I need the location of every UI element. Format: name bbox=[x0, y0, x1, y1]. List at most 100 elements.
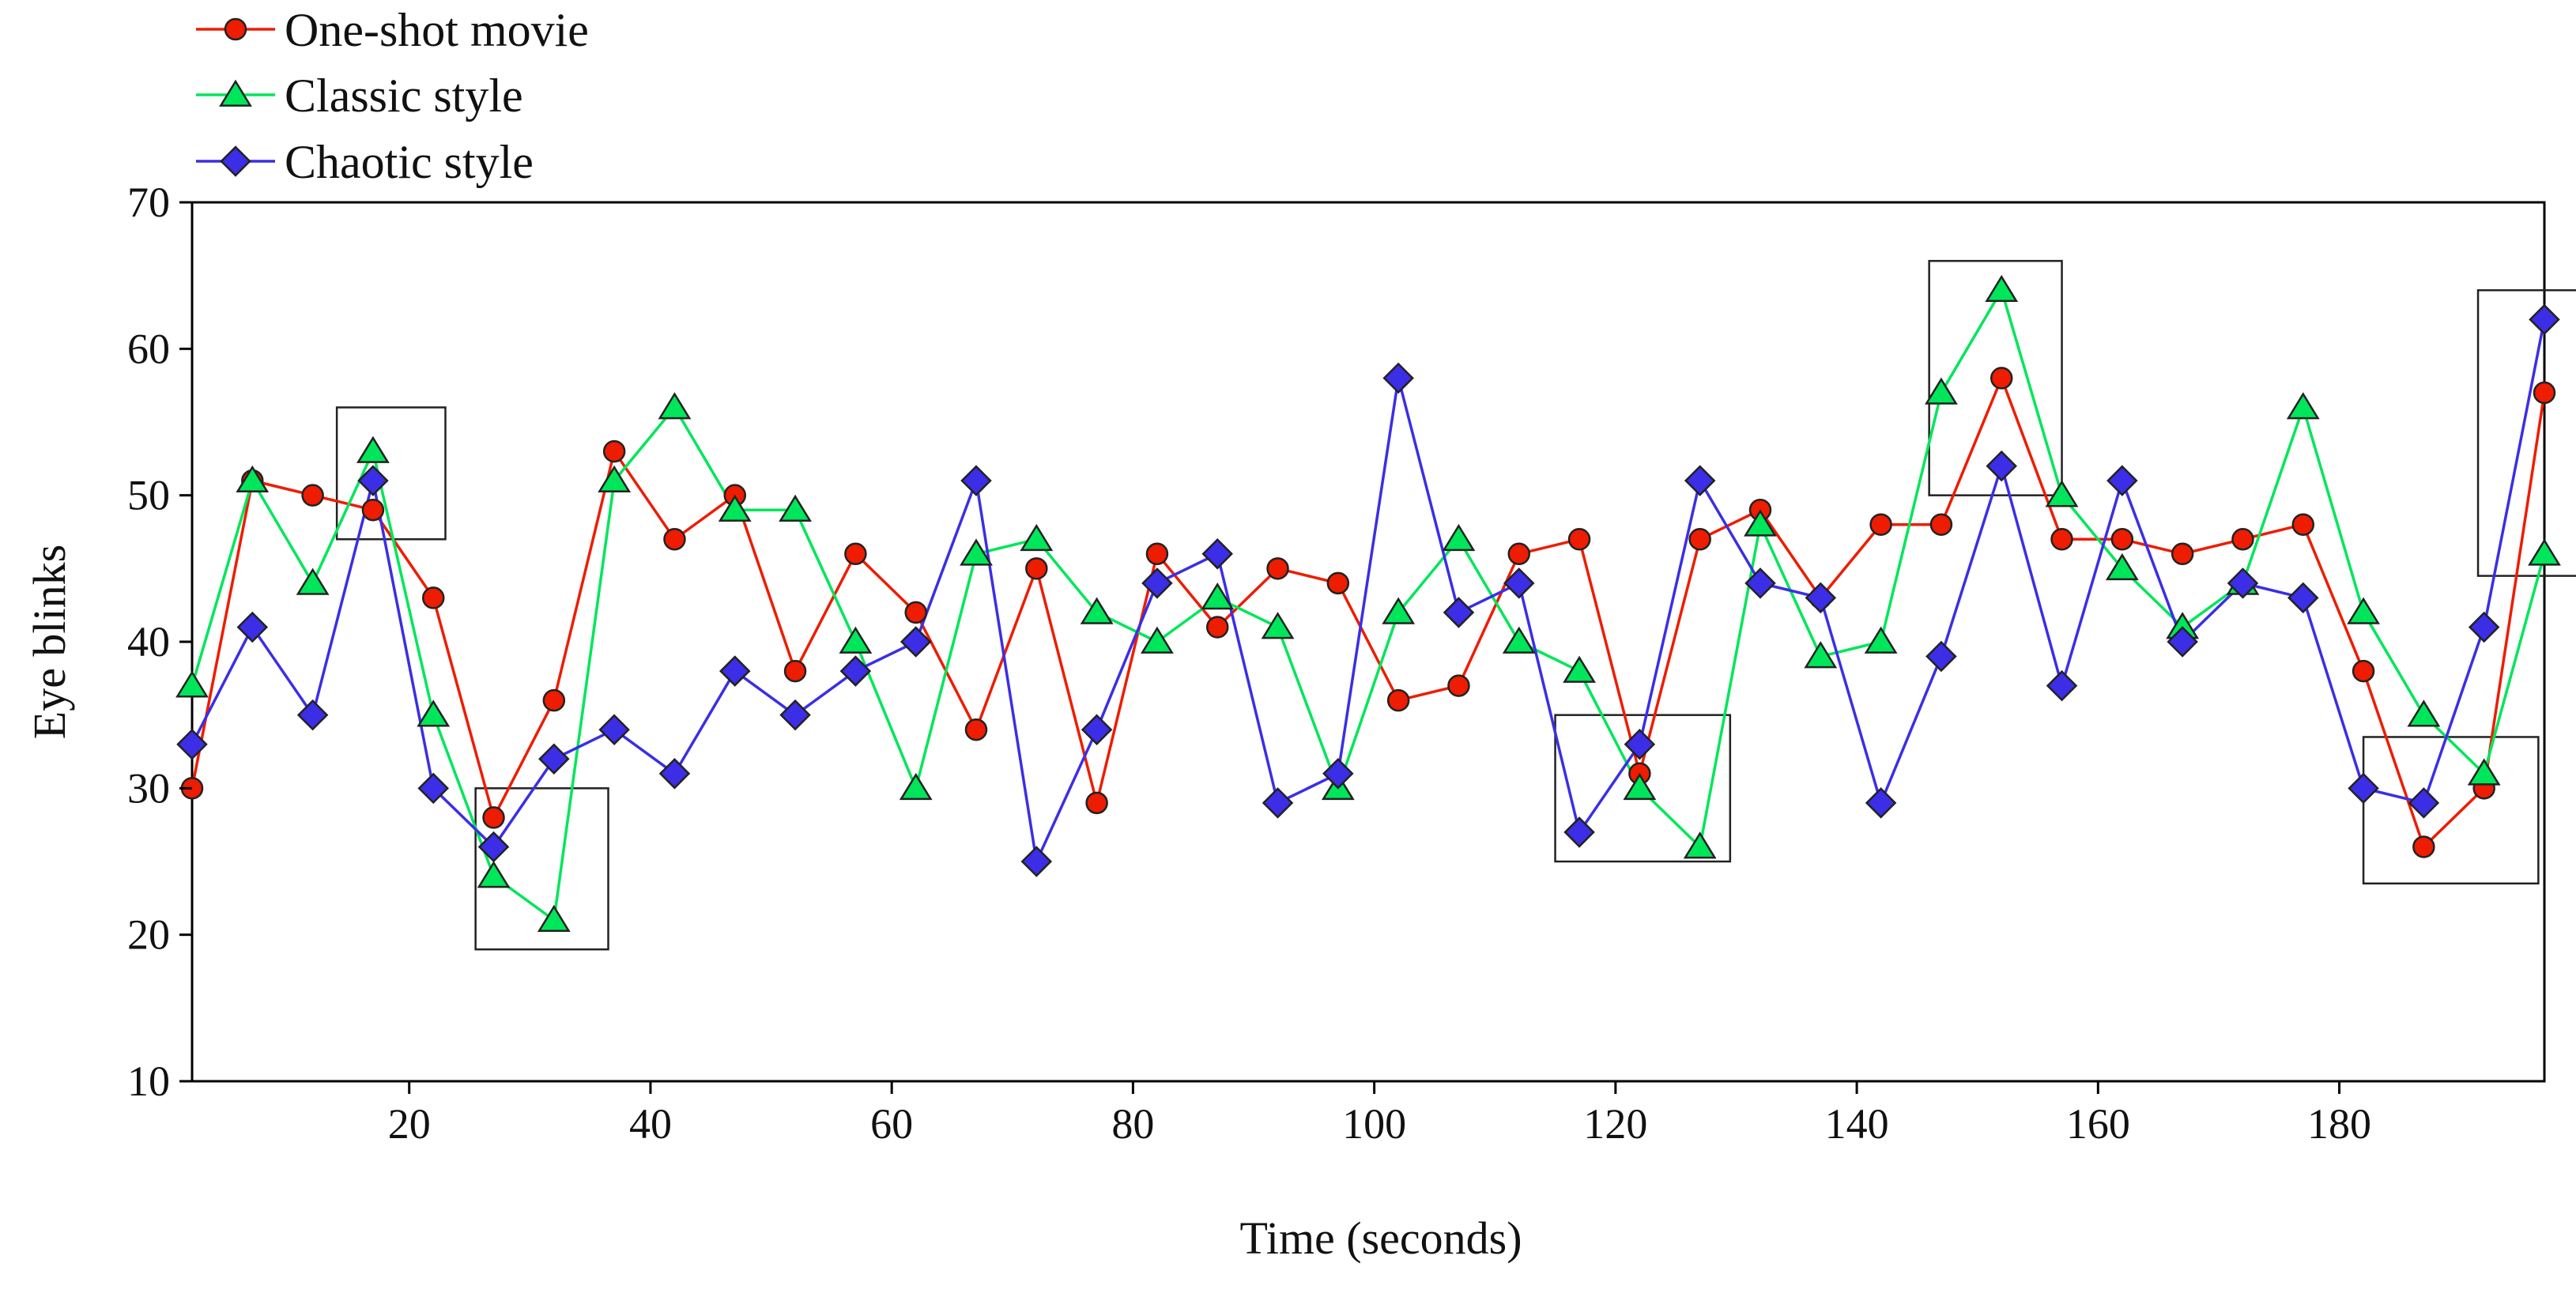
point-chaotic-style-182 bbox=[2348, 772, 2379, 805]
point-classic-style-67 bbox=[960, 538, 993, 566]
point-chaotic-style-167 bbox=[2167, 626, 2198, 658]
series-line-classic-style bbox=[190, 288, 2546, 922]
point-one-shot-movie-77 bbox=[1085, 791, 1108, 815]
point-chaotic-style-62 bbox=[900, 626, 932, 658]
x-tick-label-120: 120 bbox=[1583, 1100, 1647, 1148]
x-axis: 20 40 60 80 100 120 140 160 180 bbox=[388, 1081, 2371, 1148]
point-one-shot-movie-92 bbox=[1266, 557, 1289, 580]
point-one-shot-movie-127 bbox=[1688, 528, 1711, 551]
legend-marker-classic-style bbox=[219, 79, 252, 107]
x-tick-label-80: 80 bbox=[1111, 1100, 1154, 1148]
point-one-shot-movie-147 bbox=[1929, 513, 1953, 536]
point-classic-style-12 bbox=[296, 567, 330, 595]
point-chaotic-style-57 bbox=[839, 655, 872, 687]
point-chaotic-style-152 bbox=[1986, 450, 2017, 482]
point-classic-style-187 bbox=[2407, 699, 2441, 727]
point-chaotic-style-107 bbox=[1443, 597, 1475, 628]
point-chaotic-style-117 bbox=[1563, 816, 1595, 848]
y-tick-label-10: 10 bbox=[127, 1058, 170, 1105]
point-chaotic-style-142 bbox=[1865, 787, 1897, 819]
point-one-shot-movie-42 bbox=[663, 528, 686, 551]
point-chaotic-style-132 bbox=[1744, 567, 1776, 599]
point-one-shot-movie-32 bbox=[542, 688, 566, 712]
legend-label-chaotic-style: Chaotic style bbox=[285, 136, 534, 188]
point-classic-style-37 bbox=[598, 465, 632, 492]
point-classic-style-112 bbox=[1502, 626, 1536, 654]
y-tick-label-40: 40 bbox=[127, 618, 170, 665]
point-chaotic-style-177 bbox=[2287, 582, 2319, 614]
point-chaotic-style-102 bbox=[1382, 362, 1414, 394]
highlight-box-6 bbox=[2476, 288, 2576, 577]
point-one-shot-movie-12 bbox=[301, 484, 324, 507]
point-one-shot-movie-157 bbox=[2050, 528, 2073, 551]
point-one-shot-movie-87 bbox=[1205, 616, 1229, 639]
point-classic-style-107 bbox=[1442, 523, 1476, 552]
point-classic-style-117 bbox=[1563, 655, 1597, 683]
point-one-shot-movie-112 bbox=[1507, 542, 1531, 566]
point-classic-style-22 bbox=[417, 699, 451, 727]
legend-marker-chaotic-style bbox=[220, 145, 251, 177]
y-axis: 10 20 30 40 50 60 70 bbox=[127, 179, 192, 1105]
point-chaotic-style-77 bbox=[1081, 714, 1113, 745]
point-one-shot-movie-197 bbox=[2533, 381, 2556, 405]
point-classic-style-157 bbox=[2045, 480, 2079, 507]
point-one-shot-movie-27 bbox=[482, 806, 505, 829]
point-one-shot-movie-117 bbox=[1567, 528, 1591, 551]
point-chaotic-style-87 bbox=[1201, 538, 1233, 570]
point-classic-style-127 bbox=[1683, 831, 1717, 859]
point-chaotic-style-37 bbox=[598, 714, 630, 745]
highlight-box-5 bbox=[2362, 736, 2540, 885]
y-tick-label-20: 20 bbox=[127, 911, 170, 959]
point-classic-style-52 bbox=[779, 494, 813, 522]
x-tick-label-40: 40 bbox=[629, 1100, 672, 1148]
point-one-shot-movie-177 bbox=[2291, 513, 2315, 536]
point-classic-style-32 bbox=[537, 904, 571, 932]
point-chaotic-style-2 bbox=[176, 728, 208, 760]
plot-area bbox=[175, 201, 2576, 1083]
point-chaotic-style-127 bbox=[1684, 465, 1716, 496]
point-classic-style-152 bbox=[1985, 274, 2019, 303]
point-one-shot-movie-142 bbox=[1869, 513, 1892, 536]
point-chaotic-style-137 bbox=[1805, 582, 1837, 614]
point-classic-style-132 bbox=[1744, 509, 1777, 537]
y-tick-label-60: 60 bbox=[127, 325, 170, 372]
point-classic-style-7 bbox=[236, 465, 270, 492]
point-one-shot-movie-37 bbox=[602, 439, 626, 463]
y-axis-title: Eye blinks bbox=[24, 545, 75, 739]
point-classic-style-92 bbox=[1261, 612, 1295, 639]
point-one-shot-movie-102 bbox=[1386, 688, 1410, 712]
y-tick-label-50: 50 bbox=[127, 472, 170, 519]
point-one-shot-movie-187 bbox=[2412, 835, 2435, 858]
point-classic-style-177 bbox=[2286, 392, 2320, 420]
point-classic-style-197 bbox=[2528, 538, 2561, 566]
point-one-shot-movie-162 bbox=[2110, 528, 2134, 551]
point-chaotic-style-97 bbox=[1322, 758, 1354, 790]
point-classic-style-137 bbox=[1804, 641, 1838, 669]
point-one-shot-movie-67 bbox=[964, 718, 988, 741]
point-chaotic-style-42 bbox=[658, 758, 691, 790]
point-one-shot-movie-22 bbox=[421, 586, 445, 609]
point-classic-style-17 bbox=[356, 435, 390, 463]
highlight-box-2 bbox=[474, 787, 609, 951]
highlight-boxes bbox=[335, 259, 2576, 951]
point-chaotic-style-32 bbox=[538, 743, 570, 775]
x-tick-label-140: 140 bbox=[1825, 1100, 1889, 1148]
series-markers bbox=[175, 274, 2561, 932]
x-axis-title: Time (seconds) bbox=[1239, 1212, 1522, 1264]
point-one-shot-movie-57 bbox=[844, 542, 867, 566]
point-classic-style-77 bbox=[1080, 597, 1114, 624]
point-chaotic-style-197 bbox=[2529, 304, 2560, 336]
series-line-one-shot-movie bbox=[190, 376, 2546, 849]
point-classic-style-72 bbox=[1020, 523, 1054, 552]
point-classic-style-42 bbox=[658, 392, 692, 420]
point-chaotic-style-67 bbox=[960, 465, 992, 496]
point-classic-style-147 bbox=[1924, 377, 1958, 405]
series-lines bbox=[190, 288, 2546, 922]
point-classic-style-87 bbox=[1201, 583, 1235, 610]
legend-label-one-shot-movie: One-shot movie bbox=[285, 4, 589, 56]
x-tick-label-100: 100 bbox=[1342, 1100, 1406, 1148]
point-classic-style-62 bbox=[899, 772, 933, 801]
point-one-shot-movie-82 bbox=[1145, 542, 1169, 566]
point-chaotic-style-12 bbox=[296, 699, 329, 731]
